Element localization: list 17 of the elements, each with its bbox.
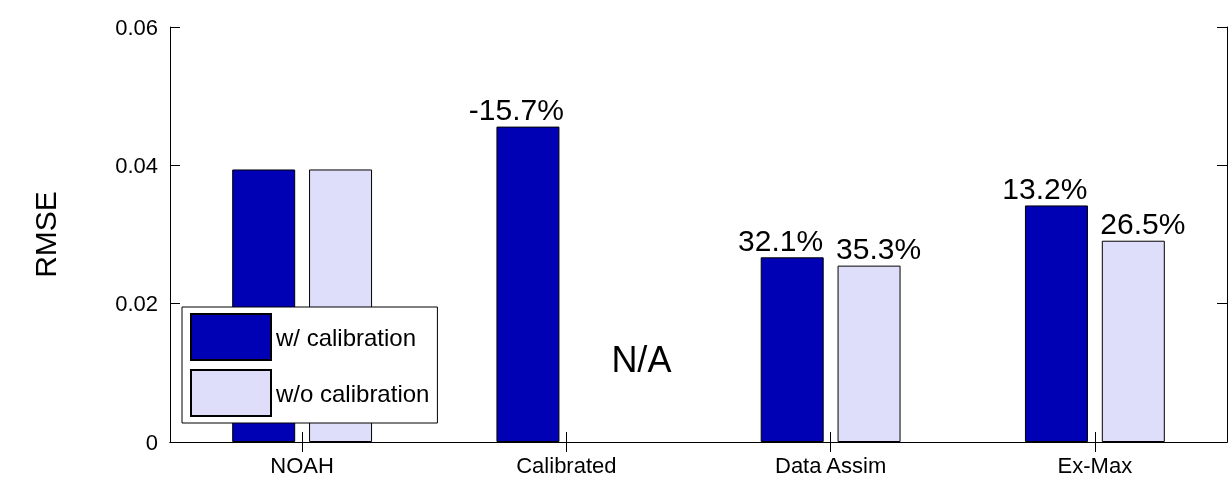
y-tick-label: 0.06 xyxy=(115,14,158,40)
x-tick-label: Calibrated xyxy=(516,452,617,478)
annotation: 35.3% xyxy=(836,232,922,266)
y-tick-label: 0.02 xyxy=(115,291,158,317)
y-axis-title: RMSE xyxy=(28,191,62,278)
legend-label: w/o calibration xyxy=(275,379,430,407)
x-tick-label: NOAH xyxy=(270,452,334,478)
annotation: -15.7% xyxy=(468,93,564,127)
y-tick-label: 0.04 xyxy=(115,152,158,178)
legend-label: w/ calibration xyxy=(275,323,417,351)
x-tick-label: Ex-Max xyxy=(1057,452,1133,478)
annotation: N/A xyxy=(611,338,672,380)
annotation: 26.5% xyxy=(1100,207,1186,241)
y-tick-label: 0 xyxy=(145,429,158,455)
x-tick-label: Data Assim xyxy=(774,452,887,478)
annotation: 13.2% xyxy=(1002,171,1088,205)
annotation: 32.1% xyxy=(738,223,824,257)
